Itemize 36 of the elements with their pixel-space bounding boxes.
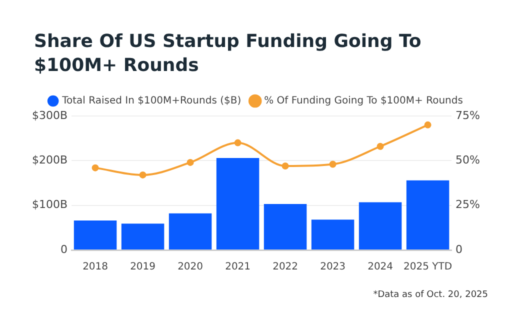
y-tick-label: 0 xyxy=(60,242,68,256)
x-tick-label: 2024 xyxy=(368,262,394,273)
bar xyxy=(168,213,212,250)
x-tick-label: 2022 xyxy=(272,262,298,273)
point xyxy=(282,162,289,170)
y2-tick-label: 50% xyxy=(456,154,480,167)
y2-tick-label: 25% xyxy=(456,198,480,212)
bar xyxy=(264,204,307,250)
bar xyxy=(311,220,354,250)
text: *Data as of Oct. 20, 2025 xyxy=(372,290,489,300)
point xyxy=(234,139,242,146)
x-tick-label: 2018 xyxy=(82,262,108,273)
x-tick-label: 2023 xyxy=(320,262,346,273)
bar xyxy=(358,202,402,250)
point xyxy=(139,171,146,178)
x-tick-label: 2020 xyxy=(178,262,204,273)
point xyxy=(186,158,194,166)
x-tick-label: 2021 xyxy=(225,262,251,273)
x-tick-label: 2019 xyxy=(130,262,156,273)
bar xyxy=(74,220,117,250)
bar xyxy=(406,180,450,250)
y-tick-label: $300B xyxy=(32,108,68,122)
legend-label: Total Raised In $100M+Rounds ($B) xyxy=(61,96,242,107)
bar xyxy=(216,158,260,250)
chart-title: Share Of US Startup Funding Going To $100M+ Rounds xyxy=(33,30,422,78)
y2-tick-label: 0 xyxy=(456,242,463,256)
point xyxy=(376,142,384,150)
y2-tick-label: 75% xyxy=(456,108,480,122)
point xyxy=(92,164,99,172)
point xyxy=(329,160,336,168)
point xyxy=(424,121,432,128)
legend-label: % Of Funding Going To $100M+ Rounds xyxy=(264,96,463,107)
y-tick-label: $200B xyxy=(32,154,68,167)
y-tick-label: $100B xyxy=(32,198,68,212)
bar xyxy=(121,224,164,250)
x-tick-label: 2025 YTD xyxy=(404,262,452,273)
